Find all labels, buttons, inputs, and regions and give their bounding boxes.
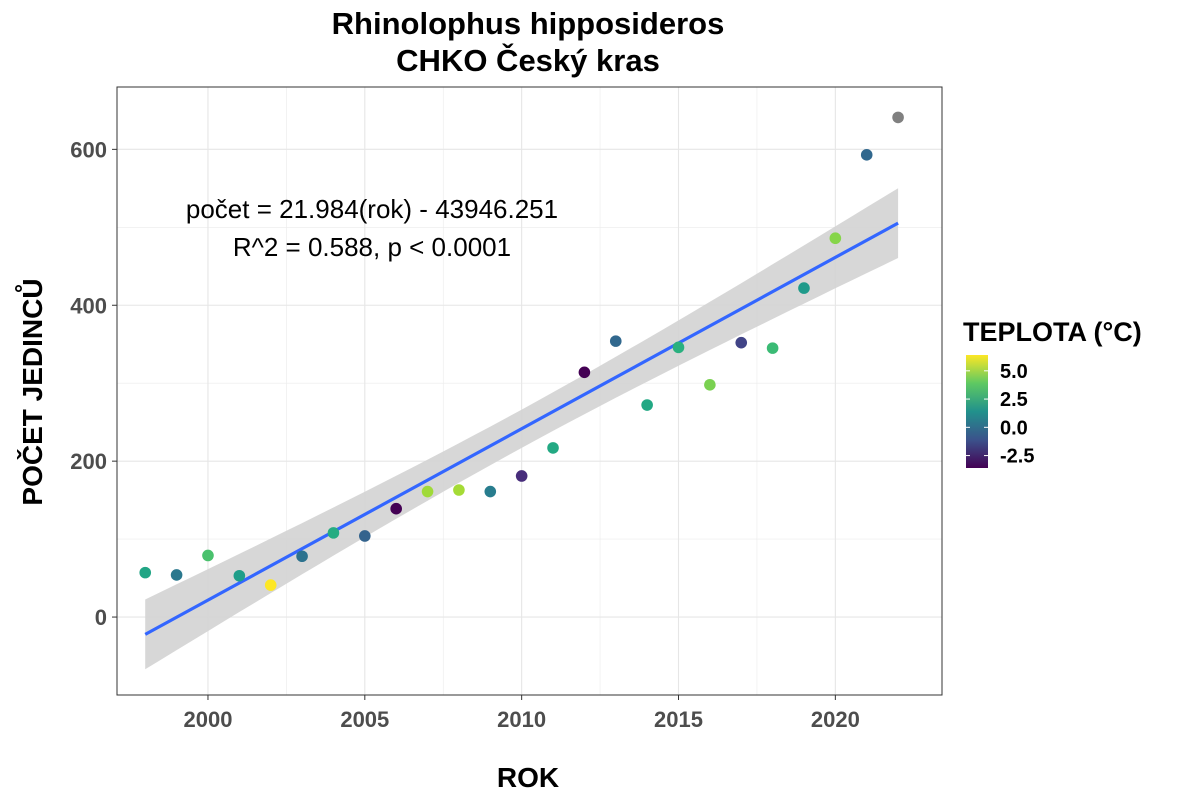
x-axis: 2000 2005 2010 2015 2020 <box>183 695 860 732</box>
legend-label: 0.0 <box>1000 417 1028 439</box>
data-point <box>390 502 402 515</box>
data-point <box>515 470 528 482</box>
regression-annotations: počet = 21.984(rok) - 43946.251 R^2 = 0.… <box>186 194 558 262</box>
data-point <box>484 485 497 498</box>
data-point <box>735 336 748 349</box>
legend-label: -2.5 <box>1000 446 1034 468</box>
chart-title-line-2: CHKO Český kras <box>396 42 660 78</box>
y-tick-label: 600 <box>70 137 107 162</box>
data-point <box>641 399 653 411</box>
y-tick-label: 0 <box>95 605 107 630</box>
fit-line-layer <box>144 221 899 636</box>
data-point <box>327 527 340 539</box>
legend-ticks: 5.0 2.5 0.0 -2.5 <box>966 361 1034 468</box>
legend-label: 5.0 <box>1000 361 1028 383</box>
y-tick-label: 400 <box>70 293 107 318</box>
data-point <box>892 111 904 124</box>
data-point <box>421 485 434 498</box>
regression-stats: R^2 = 0.588, p < 0.0001 <box>233 232 511 262</box>
data-point <box>264 579 277 591</box>
data-points <box>139 111 904 591</box>
data-point <box>798 282 810 294</box>
data-point <box>233 569 246 582</box>
x-tick-label: 2000 <box>183 707 232 732</box>
data-point <box>296 550 308 563</box>
regression-line <box>144 221 899 636</box>
data-point <box>704 378 716 391</box>
data-point <box>453 484 465 496</box>
x-tick-label: 2020 <box>811 707 860 732</box>
y-axis: 0 200 400 600 <box>70 137 117 630</box>
data-point <box>860 149 873 161</box>
y-axis-title: POČET JEDINCŮ <box>15 278 48 505</box>
legend-title: TEPLOTA (°C) <box>963 317 1142 347</box>
legend-colorbar <box>966 355 988 468</box>
data-point <box>609 335 622 347</box>
data-point <box>547 442 559 454</box>
regression-equation: počet = 21.984(rok) - 43946.251 <box>186 194 558 224</box>
data-point <box>829 232 842 245</box>
y-tick-label: 200 <box>70 449 107 474</box>
data-point <box>359 530 371 542</box>
x-axis-title: ROK <box>497 762 559 793</box>
data-point <box>672 341 685 354</box>
data-point <box>202 549 214 562</box>
color-legend: TEPLOTA (°C) 5.0 2.5 0.0 -2.5 <box>963 317 1142 468</box>
panel-border <box>116 86 943 696</box>
x-tick-label: 2015 <box>654 707 703 732</box>
data-point <box>170 569 183 581</box>
chart-title-line-1: Rhinolophus hipposideros <box>332 6 725 41</box>
data-point <box>766 342 779 354</box>
legend-label: 2.5 <box>1000 389 1028 411</box>
data-point <box>139 566 152 579</box>
x-tick-label: 2010 <box>497 707 546 732</box>
grid <box>117 87 942 695</box>
x-tick-label: 2005 <box>340 707 389 732</box>
data-point <box>578 366 591 379</box>
